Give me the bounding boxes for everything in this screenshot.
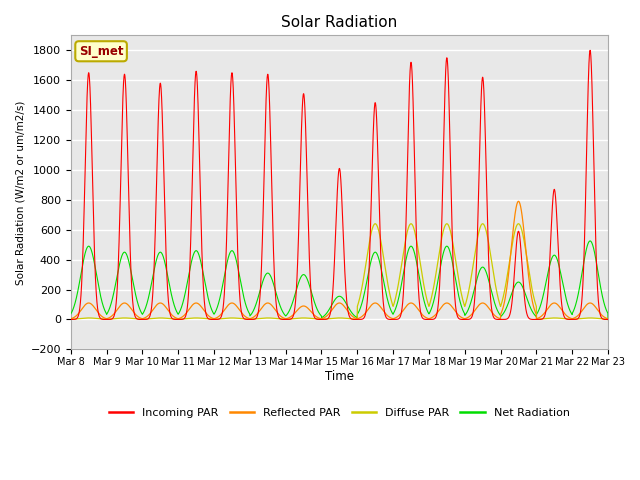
X-axis label: Time: Time xyxy=(325,370,354,383)
Y-axis label: Solar Radiation (W/m2 or um/m2/s): Solar Radiation (W/m2 or um/m2/s) xyxy=(15,100,25,285)
Legend: Incoming PAR, Reflected PAR, Diffuse PAR, Net Radiation: Incoming PAR, Reflected PAR, Diffuse PAR… xyxy=(104,403,574,422)
Title: Solar Radiation: Solar Radiation xyxy=(281,15,397,30)
Text: SI_met: SI_met xyxy=(79,45,124,58)
